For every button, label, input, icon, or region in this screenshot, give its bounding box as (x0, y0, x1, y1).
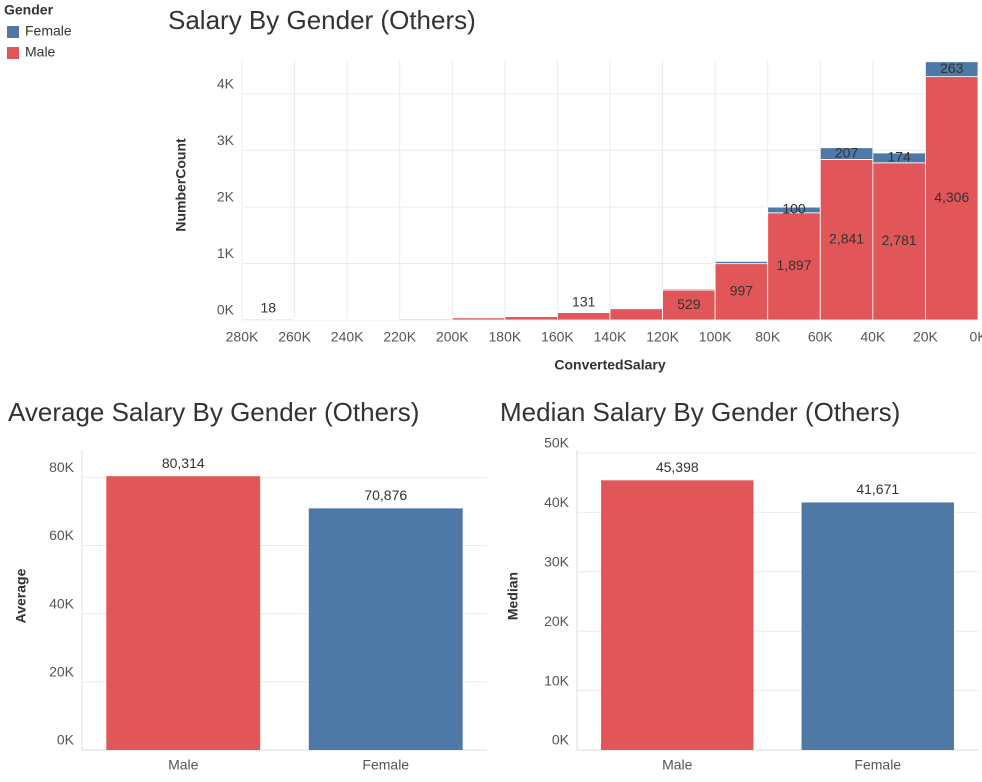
bar (601, 480, 753, 750)
x-tick-label: Female (854, 757, 901, 773)
data-label: 529 (677, 296, 701, 312)
y-tick-label: 3K (217, 132, 235, 148)
data-label: 997 (730, 283, 754, 299)
histogram-bar (715, 261, 768, 263)
data-label: 100 (782, 201, 806, 217)
legend-label: Male (25, 44, 56, 60)
x-tick-label: 260K (278, 329, 311, 345)
y-tick-label: 0K (57, 732, 75, 748)
chart-title: Median Salary By Gender (Others) (500, 397, 900, 427)
y-tick-label: 1K (217, 245, 235, 261)
histogram-bar (505, 317, 558, 320)
legend-label: Female (25, 23, 72, 39)
x-tick-label: Male (662, 757, 693, 773)
data-label: 2,781 (882, 232, 917, 248)
x-tick-label: 20K (913, 329, 939, 345)
x-tick-label: 140K (594, 329, 627, 345)
x-tick-label: 160K (541, 329, 574, 345)
data-label: 4,306 (934, 189, 969, 205)
y-tick-label: 0K (552, 732, 570, 748)
y-tick-label: 40K (544, 494, 570, 510)
y-tick-label: 40K (49, 595, 75, 611)
bar (802, 502, 954, 750)
histogram-bar (610, 309, 663, 320)
data-label: 131 (572, 293, 596, 309)
data-label: 1,897 (776, 257, 811, 273)
y-tick-label: 2K (217, 189, 235, 205)
x-tick-label: 0K (969, 329, 982, 345)
bar (309, 508, 463, 750)
x-tick-label: 220K (383, 329, 416, 345)
x-tick-label: 60K (808, 329, 834, 345)
histogram-bar (557, 313, 610, 320)
x-tick-label: 240K (331, 329, 364, 345)
y-tick-label: 10K (544, 672, 570, 688)
x-tick-label: 40K (860, 329, 886, 345)
data-label: 80,314 (162, 455, 205, 471)
x-tick-label: 80K (755, 329, 781, 345)
data-label: 18 (260, 300, 276, 316)
y-tick-label: 0K (217, 302, 235, 318)
legend-title: Gender (4, 2, 54, 18)
data-label: 2,841 (829, 230, 864, 246)
x-tick-label: 280K (226, 329, 259, 345)
y-axis-title: NumberCount (173, 138, 189, 232)
x-tick-label: 120K (646, 329, 679, 345)
data-label: 174 (887, 149, 911, 165)
legend-swatch (7, 47, 19, 59)
data-label: 207 (835, 144, 859, 160)
legend-swatch (7, 26, 19, 38)
y-tick-label: 30K (544, 553, 570, 569)
data-label: 45,398 (656, 459, 699, 475)
x-tick-label: 180K (489, 329, 522, 345)
x-tick-label: 100K (699, 329, 732, 345)
x-tick-label: Male (168, 757, 199, 773)
data-label: 41,671 (856, 481, 899, 497)
bar (106, 476, 260, 750)
x-axis-title: ConvertedSalary (554, 357, 665, 373)
histogram-bar (663, 289, 716, 290)
y-tick-label: 80K (49, 459, 75, 475)
histogram-bar (557, 312, 610, 313)
x-tick-label: 200K (436, 329, 469, 345)
chart-title: Salary By Gender (Others) (168, 5, 476, 35)
y-tick-label: 4K (217, 76, 235, 92)
y-axis-title: Average (13, 568, 29, 623)
data-label: 70,876 (364, 487, 407, 503)
y-tick-label: 20K (544, 613, 570, 629)
y-tick-label: 50K (544, 435, 570, 451)
y-axis-title: Median (505, 572, 521, 620)
histogram-bar (610, 308, 663, 309)
x-tick-label: Female (362, 757, 409, 773)
y-tick-label: 60K (49, 527, 75, 543)
y-tick-label: 20K (49, 664, 75, 680)
chart-title: Average Salary By Gender (Others) (8, 397, 419, 427)
data-label: 263 (940, 60, 964, 76)
